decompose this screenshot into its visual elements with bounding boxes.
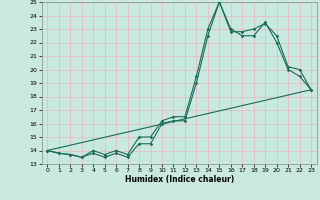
X-axis label: Humidex (Indice chaleur): Humidex (Indice chaleur): [124, 175, 234, 184]
